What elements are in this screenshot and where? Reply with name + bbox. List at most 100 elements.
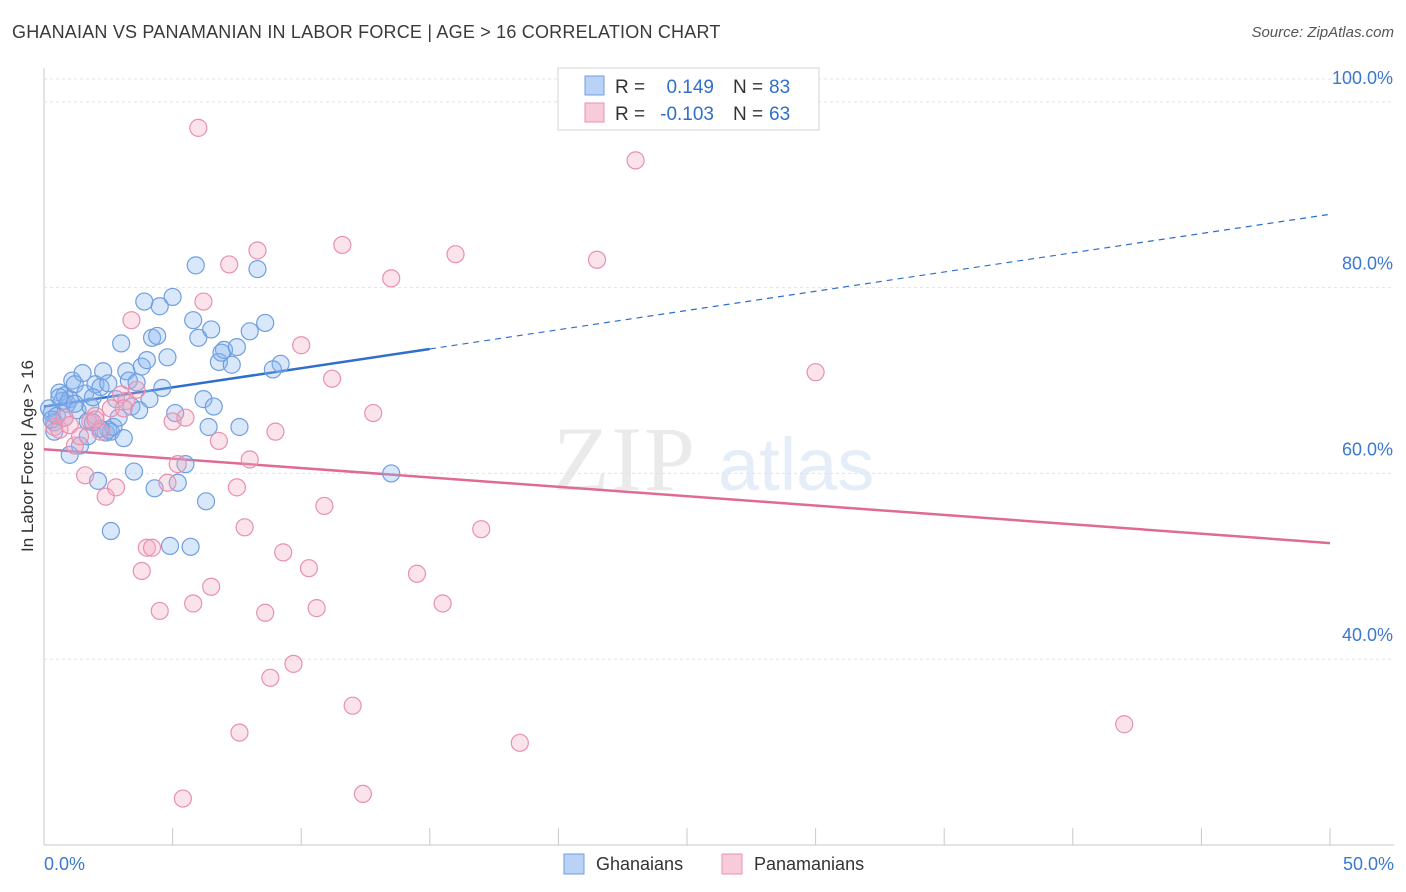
bottom-legend-swatch-ghanaians [563, 853, 585, 875]
panamanian-point [382, 269, 401, 288]
y-tick-label: 60.0% [1342, 439, 1393, 459]
panamanian-point [307, 599, 326, 618]
legend-swatch-ghanaians [584, 75, 605, 96]
panamanian-point [45, 417, 64, 437]
ghanaian-point [202, 320, 221, 339]
legend-r-value-1: 0.149 [666, 77, 714, 98]
panamanian-point [184, 594, 203, 613]
y-tick-label: 100.0% [1332, 68, 1393, 88]
ghanaian-point [196, 492, 216, 511]
ghanaian-point [148, 326, 167, 346]
panamanian-point [274, 543, 293, 562]
gridlines [44, 78, 1394, 660]
ghanaian-point [114, 429, 133, 448]
y-tick-label: 80.0% [1342, 254, 1393, 274]
legend-n-label-2: N = [733, 104, 763, 125]
svg-text:atlas: atlas [718, 423, 874, 506]
panamanian-point [353, 784, 373, 804]
ghanaian-point [160, 536, 180, 555]
panamanian-point [76, 466, 95, 485]
panamanian-point [626, 151, 645, 170]
panamanian-point [168, 455, 187, 474]
svg-text:ZIP: ZIP [553, 408, 697, 510]
panamanian-point [261, 668, 280, 687]
panamanian-point [587, 250, 607, 269]
panamanian-point [299, 559, 319, 578]
panamanian-point [150, 601, 169, 621]
panamanian-point [472, 520, 491, 539]
source-credit: Source: ZipAtlas.com [1251, 24, 1394, 41]
watermark: ZIP atlas [553, 408, 874, 510]
series-legend: Ghanaians Panamanians [563, 853, 864, 875]
ghanaian-point [124, 462, 144, 481]
panamanian-point [91, 422, 110, 441]
legend-n-value-1: 83 [769, 77, 790, 98]
panamanian-point [117, 391, 136, 411]
ghanaian-point [112, 334, 131, 353]
panamanian-point [315, 496, 334, 516]
bottom-legend-swatch-panamanians [721, 853, 743, 875]
ghanaian-point [263, 360, 283, 379]
panamanian-point [266, 422, 285, 441]
ghanaian-point [212, 343, 231, 362]
panamanian-point [364, 403, 383, 423]
ghanaian-point [73, 364, 92, 383]
ghanaian-point [168, 473, 187, 492]
panamanian-point [96, 487, 115, 506]
y-tick-labels: 40.0% 60.0% 80.0% 100.0% [1332, 68, 1393, 645]
panamanian-point [60, 416, 79, 435]
panamanian-point [142, 538, 162, 557]
legend-r-label-2: R = [615, 104, 645, 125]
ghanaian-point [256, 313, 275, 333]
panamanian-point [333, 235, 352, 255]
legend-n-label-1: N = [733, 77, 763, 98]
panamanian-point [343, 696, 362, 715]
ghanaian-point [186, 256, 205, 275]
panamanian-point [86, 410, 105, 429]
ghanaian-point [181, 537, 200, 556]
ghanaian-point [70, 436, 90, 455]
bottom-legend-label-panamanians: Panamanians [754, 854, 864, 874]
panamanian-trend-line [43, 448, 1331, 545]
x-axis-ticks [172, 828, 1331, 845]
ghanaian-point [94, 362, 113, 381]
ghanaian-point [204, 397, 223, 416]
ghanaian-point [101, 521, 120, 541]
panamanian-point [209, 431, 228, 451]
ghanaian-trend-extension [429, 213, 1331, 350]
ghanaian-point [65, 394, 84, 413]
panamanian-point [240, 450, 259, 469]
panamanian-point [127, 380, 146, 399]
ghanaian-point [222, 355, 241, 374]
panamanian-point [132, 561, 151, 581]
panamanian-point [1115, 715, 1134, 734]
panamanian-point [256, 603, 275, 622]
panamanian-point [70, 427, 90, 446]
ghanaian-point [240, 322, 259, 341]
legend-r-value-2: -0.103 [660, 104, 714, 125]
panamanian-point [202, 577, 221, 596]
panamanian-point [50, 420, 69, 439]
panamanian-point [230, 723, 249, 742]
x-tick-label-max: 50.0% [1343, 854, 1394, 874]
panamanian-point [137, 538, 156, 557]
ghanaian-point [150, 297, 169, 316]
panamanian-point [173, 789, 192, 808]
panamanian-point [176, 408, 195, 427]
panamanian-point [189, 118, 208, 137]
panamanian-point [446, 245, 465, 264]
panamanian-point [158, 473, 177, 492]
ghanaian-point [194, 390, 213, 409]
panamanian-point [194, 292, 213, 311]
panamanian-point [235, 518, 254, 537]
ghanaian-point [382, 464, 401, 483]
ghanaian-point [140, 390, 159, 409]
stats-legend: R = 0.149 N = 83 R = -0.103 N = 63 [557, 67, 820, 131]
panamanian-point [284, 654, 303, 673]
ghanaian-point [158, 348, 177, 367]
x-tick-label-min: 0.0% [44, 854, 85, 874]
ghanaian-point [109, 408, 128, 427]
data-points [40, 118, 1134, 808]
ghanaian-point [137, 351, 156, 370]
